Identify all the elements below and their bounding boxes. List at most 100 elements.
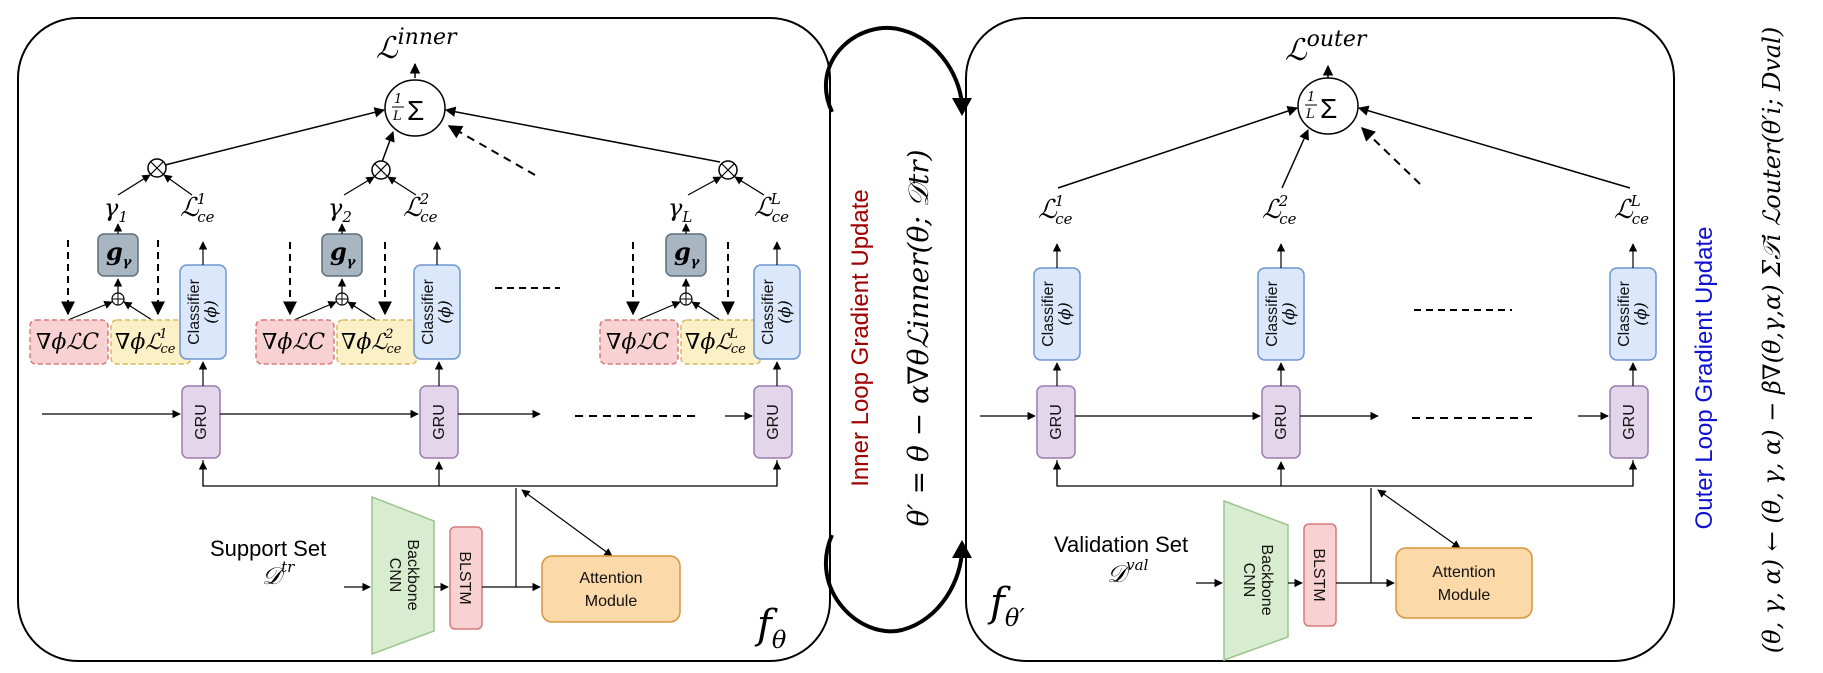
- outer-gru-box-1: GRU: [1036, 385, 1076, 459]
- outer-lce-label-2: ℒ2 ce: [1262, 192, 1297, 228]
- svg-text:Attention: Attention: [579, 570, 642, 587]
- svg-text:Backbone: Backbone: [1258, 544, 1275, 615]
- support-set-label: Support Set: [210, 536, 326, 561]
- outer-lce-label-1: ℒ1 ce: [1038, 192, 1073, 228]
- support-set-symbol: 𝒟tr: [262, 558, 295, 590]
- svg-text:CNN: CNN: [1240, 563, 1257, 598]
- inner-loop-equation: θ′ = θ − α∇θℒinner(θ; 𝒟tr): [902, 149, 935, 526]
- outer-lce-label-L: ℒL ce: [1614, 192, 1649, 228]
- svg-text:L: L: [392, 109, 402, 124]
- blstm-box-1: BLSTM: [449, 526, 483, 630]
- grad-ce-box-1: ∇ϕℒ1 ce: [110, 319, 192, 365]
- svg-text:Classifier: Classifier: [1040, 280, 1057, 346]
- inner-panel-frame: [17, 17, 831, 662]
- svg-text:Classifier: Classifier: [760, 278, 777, 344]
- outer-gru-box-2: GRU: [1261, 385, 1301, 459]
- outer-loop-equation: (θ, γ, α) ← (θ, γ, α) − β∇(θ,γ,α) Σ𝒯i ℒo…: [1758, 27, 1786, 653]
- attention-module-1: Attention Module: [541, 555, 681, 623]
- svg-text:GRU: GRU: [765, 404, 782, 440]
- lce-label-2: ℒ2 ce: [403, 190, 438, 226]
- svg-text:Classifier: Classifier: [420, 278, 437, 344]
- inner-loop-title: Inner Loop Gradient Update: [847, 189, 874, 487]
- svg-text:1: 1: [394, 92, 402, 107]
- lce-label-L: ℒL ce: [754, 190, 789, 226]
- oplus-node-1: [111, 292, 125, 306]
- svg-text:CNN: CNN: [386, 558, 403, 593]
- outer-classifier-box-1: Classifier (ϕ): [1033, 267, 1081, 361]
- svg-text:gγ: gγ: [674, 237, 701, 270]
- svg-text:GRU: GRU: [431, 404, 448, 440]
- grad-c-box-1: ∇ϕℒC: [29, 319, 109, 365]
- svg-text:(ϕ): (ϕ): [435, 300, 454, 323]
- svg-text:gγ: gγ: [330, 237, 357, 270]
- svg-text:(ϕ): (ϕ): [775, 300, 794, 323]
- classifier-box-2: Classifier (ϕ): [413, 264, 461, 360]
- svg-text:BLSTM: BLSTM: [456, 551, 473, 604]
- oplus-node-L: [679, 292, 693, 306]
- gru-box-1: GRU: [181, 385, 221, 459]
- gru-box-2: GRU: [419, 385, 459, 459]
- svg-text:gγ: gγ: [106, 237, 133, 270]
- g-gamma-box-L: gγ: [665, 233, 707, 277]
- outer-classifier-box-L: Classifier (ϕ): [1609, 267, 1657, 361]
- svg-text:GRU: GRU: [1273, 404, 1290, 440]
- classifier-box-1: Classifier (ϕ): [179, 264, 227, 360]
- svg-text:GRU: GRU: [193, 404, 210, 440]
- gamma-label-L: γL: [668, 194, 692, 226]
- svg-text:(ϕ): (ϕ): [1631, 302, 1650, 325]
- outer-panel-frame: [965, 17, 1675, 662]
- validation-set-symbol: 𝒟val: [1107, 556, 1149, 588]
- gamma-label-2: γ2: [328, 194, 352, 226]
- svg-text:∇ϕℒC: ∇ϕℒC: [262, 330, 325, 355]
- f-theta-label: fθ: [754, 602, 787, 654]
- backbone-cnn-2: Backbone CNN: [1223, 499, 1289, 662]
- grad-c-box-2: ∇ϕℒC: [255, 319, 335, 365]
- svg-text:Classifier: Classifier: [1616, 280, 1633, 346]
- gru-box-L: GRU: [753, 385, 793, 459]
- svg-text:1: 1: [1307, 90, 1315, 105]
- svg-text:Classifier: Classifier: [186, 278, 203, 344]
- backbone-cnn-1: Backbone CNN: [371, 495, 435, 656]
- attention-module-2: Attention Module: [1395, 547, 1533, 619]
- g-gamma-box-2: gγ: [321, 233, 363, 277]
- svg-text:L: L: [1305, 107, 1315, 122]
- svg-text:Classifier: Classifier: [1264, 280, 1281, 346]
- svg-text:Σ: Σ: [1320, 93, 1337, 124]
- svg-text:(ϕ): (ϕ): [1055, 302, 1074, 325]
- svg-text:∇ϕℒC: ∇ϕℒC: [606, 330, 669, 355]
- svg-text:(ϕ): (ϕ): [201, 300, 220, 323]
- outer-classifier-box-2: Classifier (ϕ): [1257, 267, 1305, 361]
- svg-text:(ϕ): (ϕ): [1279, 302, 1298, 325]
- otimes-node-1: [147, 158, 167, 178]
- lce-label-1: ℒ1 ce: [180, 190, 215, 226]
- f-theta-prime-label: fθ′: [987, 580, 1025, 632]
- oplus-node-2: [335, 292, 349, 306]
- svg-text:Backbone: Backbone: [404, 539, 421, 610]
- otimes-node-2: [371, 160, 391, 180]
- svg-text:GRU: GRU: [1621, 404, 1638, 440]
- grad-c-box-L: ∇ϕℒC: [599, 319, 679, 365]
- otimes-node-L: [718, 160, 738, 180]
- outer-gru-box-L: GRU: [1609, 385, 1649, 459]
- validation-set-label: Validation Set: [1054, 532, 1188, 557]
- svg-text:∇ϕℒC: ∇ϕℒC: [36, 330, 99, 355]
- grad-ce-box-L: ∇ϕℒL ce: [680, 319, 762, 365]
- svg-text:Attention: Attention: [1432, 564, 1495, 581]
- g-gamma-box-1: gγ: [97, 233, 139, 277]
- inner-loss-label: ℒinner: [376, 25, 458, 66]
- svg-text:BLSTM: BLSTM: [1310, 548, 1327, 601]
- svg-text:Σ: Σ: [407, 95, 424, 126]
- svg-text:Module: Module: [585, 593, 638, 610]
- svg-text:Module: Module: [1438, 587, 1491, 604]
- outer-loss-label: ℒouter: [1285, 27, 1368, 68]
- svg-text:GRU: GRU: [1048, 404, 1065, 440]
- classifier-box-L: Classifier (ϕ): [753, 264, 801, 360]
- blstm-box-2: BLSTM: [1303, 523, 1337, 627]
- gamma-label-1: γ1: [104, 194, 128, 226]
- grad-ce-box-2: ∇ϕℒ2 ce: [336, 319, 418, 365]
- outer-loop-title: Outer Loop Gradient Update: [1691, 227, 1718, 530]
